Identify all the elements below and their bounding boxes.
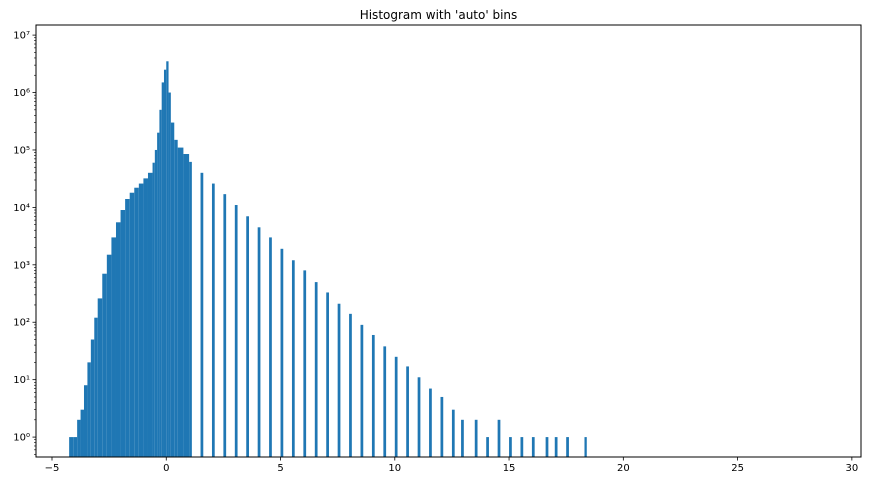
histogram-bar [531,437,535,457]
histogram-bar [417,377,421,457]
histogram-bar [163,69,167,457]
y-tick-label: 10³ [13,260,30,271]
histogram-bar [129,192,135,458]
plot-frame [35,24,862,458]
histogram-bar [90,339,95,457]
histogram-bar [157,132,160,457]
histogram-bar [257,227,261,457]
histogram-bar [234,205,238,457]
x-tick-label: 0 [163,463,169,474]
histogram-bar [545,437,549,457]
histogram-bars [69,61,587,458]
histogram-bar [566,437,569,457]
histogram-bar [337,303,341,457]
histogram-bar [147,172,153,457]
histogram-bar [138,183,144,457]
chart-title: Histogram with 'auto' bins [359,8,518,22]
histogram-bar [291,260,295,457]
histogram-bar [115,222,121,457]
y-tick-label: 10² [13,318,30,329]
histogram-bar [94,317,98,457]
y-tick-label: 10⁴ [13,203,30,214]
histogram-bar [440,396,444,457]
histogram-bar [461,419,464,457]
histogram-bar [314,282,318,457]
histogram-bar [73,437,78,457]
x-tick-label: 30 [845,463,858,474]
histogram-bar [174,139,178,457]
histogram-bar [77,419,81,457]
histogram-bar [69,437,74,457]
histogram-bar [406,366,409,457]
y-axis: 10⁰ 10¹ 10² 10³ 10⁴ 10⁵ 10⁶ 10⁷ [13,31,36,455]
histogram-bar [183,154,190,457]
histogram-bar [80,409,84,457]
histogram-bar [161,82,164,458]
histogram-bar [200,172,204,457]
y-tick-label: 10⁰ [13,433,30,444]
histogram-bar [554,437,558,457]
histogram-bar [102,273,107,457]
x-axis: −5 0 5 10 15 20 25 30 [45,457,858,474]
histogram-bar [83,385,88,457]
histogram-bar [152,162,155,457]
histogram-bar [584,437,587,457]
histogram-bar [177,147,184,457]
x-tick-label: 5 [277,463,283,474]
histogram-bar [246,216,249,457]
histogram-bar [168,92,171,457]
histogram-bar [371,334,375,457]
histogram-bar [159,109,162,457]
histogram-bar [360,324,364,457]
x-tick-label: 25 [731,463,744,474]
y-tick-label: 10⁷ [13,31,30,42]
histogram-bar [486,437,489,457]
histogram-bar [166,61,169,457]
histogram-bar [303,270,307,457]
histogram-bar [120,210,126,457]
x-tick-label: −5 [45,463,60,474]
histogram-bar [429,388,432,457]
histogram-bar [154,149,158,457]
histogram-bar [451,409,455,457]
histogram-bar [269,237,272,457]
histogram-bar [97,298,103,457]
histogram-bar [87,362,91,457]
y-tick-label: 10⁶ [13,88,30,99]
histogram-bar [211,183,215,457]
histogram-bar [134,187,139,457]
histogram-bar [111,237,116,457]
x-tick-label: 10 [388,463,401,474]
histogram-bar [509,437,512,457]
histogram-bar [383,346,387,457]
histogram-bar [349,313,352,457]
histogram-bar [280,248,284,457]
y-tick-label: 10¹ [13,375,30,386]
histogram-bar [474,419,478,457]
histogram-bar [223,194,227,457]
histogram-bar [326,292,329,457]
histogram-bar [170,122,175,457]
y-tick-label: 10⁵ [13,145,30,156]
histogram-bar [106,254,112,457]
x-tick-label: 15 [503,463,516,474]
histogram-bar [125,199,130,457]
histogram-bar [520,437,524,457]
histogram-bar [497,419,501,457]
histogram-bar [189,161,192,457]
histogram-bar [143,178,148,457]
histogram-bar [394,356,398,457]
x-tick-label: 20 [617,463,630,474]
